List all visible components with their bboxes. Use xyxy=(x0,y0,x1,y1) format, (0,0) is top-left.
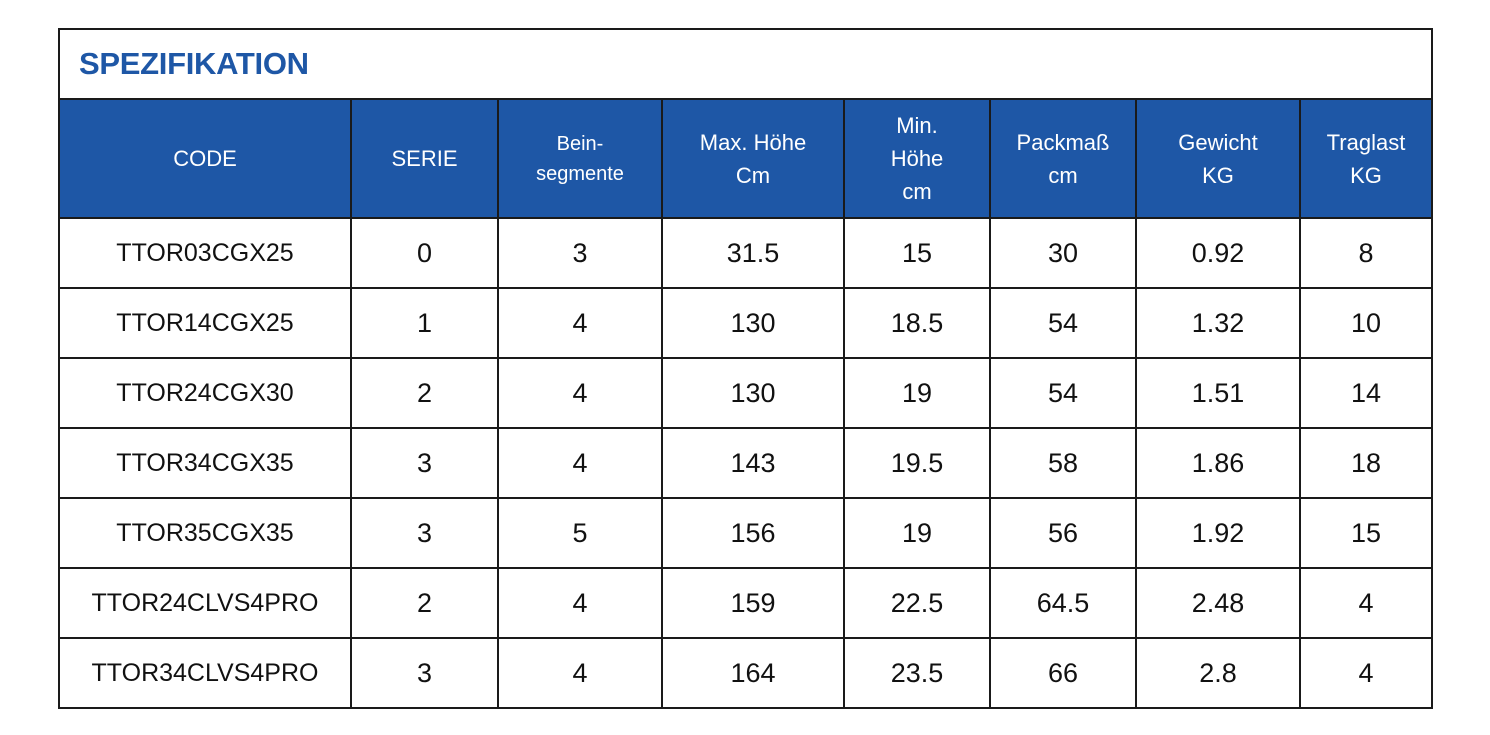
table-cell: 4 xyxy=(497,287,662,358)
column-header: Min. Höhe cm xyxy=(843,100,990,219)
table-cell: 15 xyxy=(1299,497,1431,568)
column-header-line: SERIE xyxy=(391,146,458,171)
table-row: TTOR24CLVS4PRO 2 4 159 22.5 64.5 2.48 4 xyxy=(60,567,1431,638)
column-header: Max. Höhe Cm xyxy=(661,100,844,219)
table-cell: 3 xyxy=(350,497,498,568)
table-cell: 31.5 xyxy=(661,218,844,288)
page-title: SPEZIFIKATION xyxy=(79,46,309,81)
column-header-line: Höhe xyxy=(890,146,944,171)
table-row: TTOR35CGX35 3 5 156 19 56 1.92 15 xyxy=(60,497,1431,568)
column-header-line: CODE xyxy=(173,146,237,171)
product-code-cell: TTOR03CGX25 xyxy=(116,238,294,267)
column-header: SERIE xyxy=(350,100,498,219)
table-cell: 66 xyxy=(989,637,1136,707)
table-cell: 143 xyxy=(661,427,844,498)
table-cell: 0 xyxy=(350,218,498,288)
table-cell: 130 xyxy=(661,287,844,358)
column-header: Traglast KG xyxy=(1299,100,1431,219)
table-header: CODE SERIE Bein-segmente Max. Höhe Cm Min. Höh… xyxy=(60,100,1431,219)
table-cell: 18.5 xyxy=(843,287,990,358)
table-cell: 22.5 xyxy=(843,567,990,638)
column-header: Gewicht KG xyxy=(1135,100,1300,219)
column-header-line: KG xyxy=(1350,162,1382,188)
table-row: TTOR03CGX25 0 3 31.5 15 30 0.92 8 xyxy=(60,218,1431,288)
table-cell: 4 xyxy=(497,427,662,498)
table-cell: 23.5 xyxy=(843,637,990,707)
column-header-line: segmente xyxy=(536,162,624,185)
table-cell: 1.51 xyxy=(1135,357,1300,428)
table-cell: 30 xyxy=(989,218,1136,288)
table-cell: 1 xyxy=(350,287,498,358)
table-cell: 1.92 xyxy=(1135,497,1300,568)
column-header: CODE xyxy=(60,100,351,219)
table-cell: 56 xyxy=(989,497,1136,568)
product-code-cell: TTOR24CLVS4PRO xyxy=(60,567,351,638)
table-cell: 5 xyxy=(497,497,662,568)
column-header-line: Packmaß xyxy=(1016,129,1110,155)
specification-table: CODE SERIE Bein-segmente Max. Höhe Cm Min. Höh… xyxy=(60,100,1431,707)
table-cell: 4 xyxy=(1299,567,1431,638)
table-row: TTOR34CGX35 3 4 143 19.5 58 1.86 18 xyxy=(60,427,1431,498)
table-cell: 2.8 xyxy=(1135,637,1300,707)
table-cell: 19 xyxy=(843,357,990,428)
table-cell: 18 xyxy=(1299,427,1431,498)
table-cell: 159 xyxy=(661,567,844,638)
table-body: TTOR03CGX25 0 3 31.5 15 30 0.92 8 TTOR14CGX25 1 4 1… xyxy=(60,218,1431,707)
column-header-line: Bein- xyxy=(556,132,604,155)
table-cell: 3 xyxy=(497,218,662,288)
table-cell: 4 xyxy=(497,357,662,428)
column-header: Bein-segmente xyxy=(497,100,662,219)
table-cell: 19.5 xyxy=(843,427,990,498)
column-header-line: cm xyxy=(902,179,932,204)
table-cell: 3 xyxy=(350,427,498,498)
table-cell: 14 xyxy=(1299,357,1431,428)
table-cell: 19 xyxy=(843,497,990,568)
table-cell: 164 xyxy=(661,637,844,707)
table-cell: 8 xyxy=(1299,218,1431,288)
table-cell: 2 xyxy=(350,357,498,428)
product-code-cell: TTOR35CGX35 xyxy=(60,497,351,568)
column-header-line: Gewicht xyxy=(1178,129,1258,155)
table-cell: 2.48 xyxy=(1135,567,1300,638)
table-row: TTOR34CLVS4PRO 3 4 164 23.5 66 2.8 4 xyxy=(60,637,1431,707)
table-cell: 54 xyxy=(989,357,1136,428)
specification-table-panel: SPEZIFIKATION CODE SERIE Bein-segmente Max.… xyxy=(58,28,1433,709)
table-cell: 130 xyxy=(661,357,844,428)
table-cell: 4 xyxy=(497,567,662,638)
header-row: CODE SERIE Bein-segmente Max. Höhe Cm Min. Höh… xyxy=(60,100,1431,219)
product-code-cell: TTOR14CGX25 xyxy=(60,287,351,358)
table-cell: 156 xyxy=(661,497,844,568)
product-code-cell: TTOR34CGX35 xyxy=(60,427,351,498)
table-cell: 3 xyxy=(350,637,498,707)
product-code-cell: TTOR24CGX30 xyxy=(60,357,351,428)
column-header-line: KG xyxy=(1202,162,1234,188)
table-cell: 64.5 xyxy=(989,567,1136,638)
table-cell: 1.32 xyxy=(1135,287,1300,358)
table-cell: 58 xyxy=(989,427,1136,498)
table-cell: 4 xyxy=(497,637,662,707)
product-code-cell: TTOR34CLVS4PRO xyxy=(60,637,351,707)
column-header-line: cm xyxy=(1048,162,1078,188)
table-cell: 0.92 xyxy=(1135,218,1300,288)
title-bar: SPEZIFIKATION xyxy=(60,30,1431,100)
column-header-line: Traglast xyxy=(1326,129,1406,155)
table-cell: 2 xyxy=(350,567,498,638)
table-row: TTOR24CGX30 2 4 130 19 54 1.51 14 xyxy=(60,357,1431,428)
column-header: Packmaß cm xyxy=(989,100,1136,219)
table-row: TTOR14CGX25 1 4 130 18.5 54 1.32 10 xyxy=(60,287,1431,358)
table-cell: 1.86 xyxy=(1135,427,1300,498)
table-cell: 15 xyxy=(843,218,990,288)
column-header-line: Max. Höhe xyxy=(699,129,807,155)
column-header-line: Min. xyxy=(896,113,938,138)
table-cell: 54 xyxy=(989,287,1136,358)
table-cell: 4 xyxy=(1299,637,1431,707)
table-cell: 10 xyxy=(1299,287,1431,358)
column-header-line: Cm xyxy=(735,162,771,188)
